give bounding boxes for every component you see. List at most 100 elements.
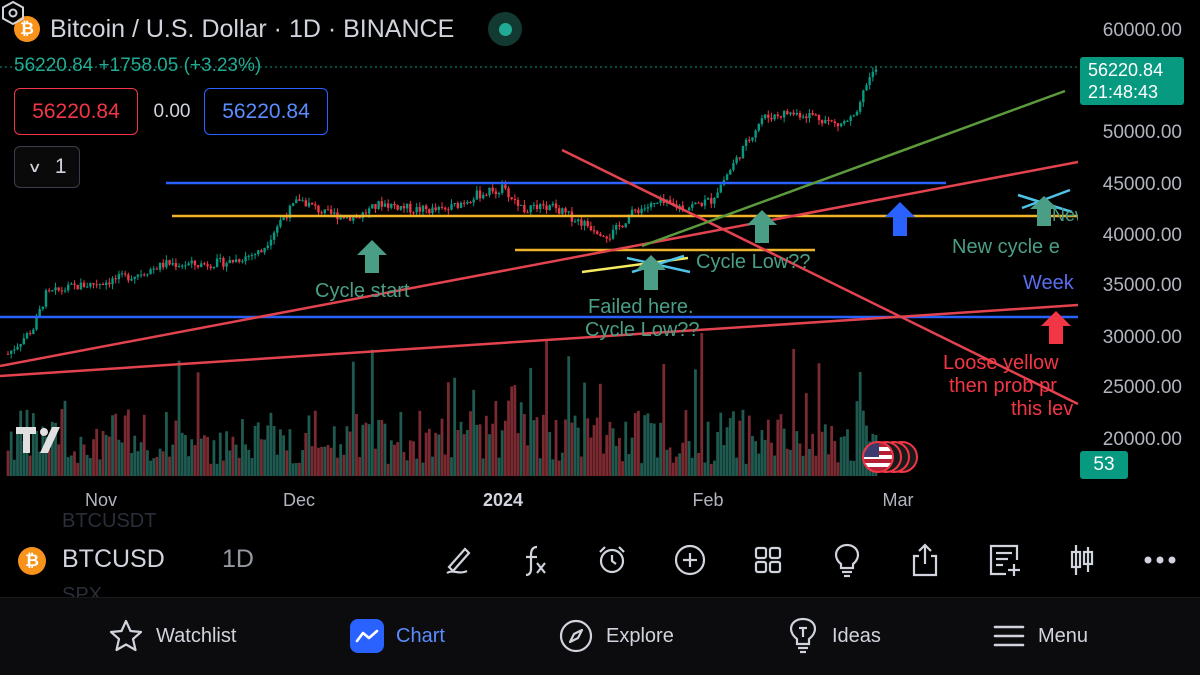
sell-button[interactable]: 56220.84 [14,88,138,135]
candle-body [700,203,703,206]
trendline-red-lower[interactable] [0,303,1079,378]
volume-bar [313,410,317,476]
buy-button[interactable]: 56220.84 [204,88,328,135]
volume-bar [380,419,384,476]
volume-bar [735,457,739,476]
candle-body [586,220,589,227]
candle-body [162,262,165,268]
volume-bar [557,460,561,476]
interval-button[interactable]: 1D [222,545,254,573]
volume-bar [652,423,656,476]
candle-body [82,282,86,288]
candle-body [70,283,73,285]
arrow-up-blue [885,202,915,236]
chevron-down-icon: ∨ [27,159,43,176]
volume-bar [785,448,789,476]
annotation-loose-yellow-2[interactable]: then prob pr [949,375,1057,397]
annotation-new[interactable]: New [1052,205,1078,225]
nav-chart-label: Chart [396,624,445,647]
trendline-red-upper[interactable] [0,160,1079,368]
share-icon[interactable] [903,540,947,580]
function-icon[interactable] [512,540,556,580]
candle-body [114,278,117,280]
volume-bar [317,447,320,476]
candle-body [79,282,83,290]
candle-body [808,112,811,119]
candle-body [244,256,247,262]
volume-bar [161,451,165,476]
annotation-cycle-start[interactable]: Cycle start [315,280,410,302]
candle-body [874,69,878,72]
volume-bar [576,427,580,476]
volume-bar [681,442,685,476]
volume-bar [798,443,802,476]
volume-bar [63,400,67,476]
annotation-weekly[interactable]: Week [1023,272,1074,294]
volume-bar [725,427,729,476]
symbol-button[interactable]: BTCUSD [62,545,165,573]
economic-events-icon[interactable] [862,441,922,473]
collapse-indicators-button[interactable]: ∨ 1 [14,146,80,188]
trendline-red-down[interactable] [561,148,1079,406]
nav-watchlist[interactable]: Watchlist [108,618,236,654]
volume-bar [326,445,330,476]
annotation-loose-yellow-1[interactable]: Loose yellow [943,352,1059,374]
candle-body [120,273,124,275]
lightbulb-icon[interactable] [825,540,869,580]
candle-body [770,117,773,120]
candles-icon[interactable] [1060,540,1104,580]
annotation-failed-here[interactable]: Failed here. [588,296,694,318]
candle-body [830,120,833,122]
volume-bar [253,425,257,476]
symbol-title[interactable]: Bitcoin / U.S. Dollar · 1D · BINANCE [50,14,455,43]
volume-bar [839,437,843,476]
more-icon[interactable] [1138,540,1182,580]
volume-bar [836,462,840,476]
chart-settings-icon[interactable] [0,0,26,26]
ideas-bulb-icon [789,617,817,654]
volume-bar [703,462,707,476]
market-open-icon[interactable] [488,12,523,46]
candle-body [615,225,618,230]
nav-menu[interactable]: Menu [992,618,1088,654]
volume-bar [60,409,64,476]
grid-icon[interactable] [746,540,790,580]
candle-body [763,114,767,119]
candle-body [228,259,231,264]
volume-bar [618,437,621,476]
annotation-cycle-low-1[interactable]: Cycle Low?? [585,319,700,341]
annotation-new-cycle[interactable]: New cycle e [952,236,1060,258]
candle-body [792,112,795,115]
candle-body [225,263,228,267]
candle-body [386,203,390,208]
annotation-cycle-low-2[interactable]: Cycle Low?? [696,251,811,273]
nav-ideas[interactable]: Ideas [786,617,881,654]
volume-bar [133,435,137,476]
candle-body [431,207,434,214]
plus-circle-icon[interactable] [668,540,712,580]
volume-bar [301,450,305,476]
chart-area[interactable]: ₿ Bitcoin / U.S. Dollar · 1D · BINANCE 5… [0,0,1200,520]
candle-body [748,139,751,141]
candle-body [561,208,564,214]
annotation-loose-yellow-3[interactable]: this lev [1011,398,1074,420]
volume-bar [516,433,520,476]
symbol-header[interactable]: ₿ Bitcoin / U.S. Dollar · 1D · BINANCE [14,12,523,46]
candle-body [95,284,98,286]
candle-body [301,200,304,202]
price-chart[interactable] [0,0,1200,520]
candle-body [339,216,342,220]
candle-body [466,201,469,204]
add-list-icon[interactable] [982,540,1026,580]
alarm-icon[interactable] [590,540,634,580]
candle-body [124,273,127,275]
volume-bar [804,393,808,476]
volume-bar [199,438,203,476]
pen-icon[interactable] [436,540,480,580]
trendline-green[interactable] [641,89,1066,248]
nav-chart[interactable]: Chart [350,618,445,654]
nav-explore[interactable]: Explore [558,618,674,654]
volume-bar [244,444,247,476]
price-change-line: 56220.84 +1758.05 (+3.23%) [14,55,262,76]
candle-body [776,114,779,117]
